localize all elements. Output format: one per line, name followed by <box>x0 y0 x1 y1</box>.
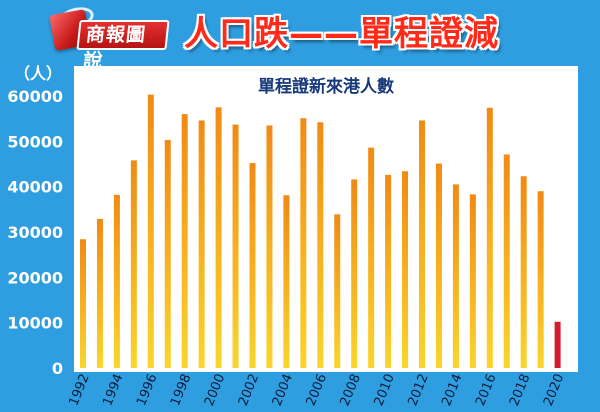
y-tick-label: 0 <box>52 359 63 378</box>
bar-2010 <box>385 174 392 368</box>
bar-2018 <box>520 176 527 368</box>
x-tick-label: 1996 <box>134 372 160 408</box>
x-tick-label: 2008 <box>338 372 364 408</box>
x-tick-label: 2000 <box>202 372 228 408</box>
bar-2008 <box>351 179 358 368</box>
bar-2013 <box>435 163 442 368</box>
bar-2003 <box>266 125 273 368</box>
bar-1997 <box>164 139 171 368</box>
y-axis-unit: （人） <box>14 64 63 83</box>
y-tick-label: 30000 <box>7 223 63 242</box>
bar-2017 <box>503 154 510 368</box>
bar-1996 <box>147 94 154 368</box>
bar-2011 <box>402 171 409 368</box>
bar-2012 <box>419 120 425 368</box>
bar-1993 <box>96 218 103 368</box>
plot-area <box>74 66 578 372</box>
x-tick-label: 2010 <box>372 372 398 408</box>
y-tick-label: 50000 <box>7 132 63 151</box>
bar-2004 <box>283 195 290 368</box>
bar-1999 <box>198 120 205 368</box>
page-title: 人口跌——單程證減 <box>184 14 499 54</box>
x-tick-label: 2006 <box>304 372 330 408</box>
bar-1994 <box>113 194 120 368</box>
x-tick-label: 2020 <box>541 372 567 408</box>
bar-2014 <box>452 184 459 368</box>
x-tick-label: 2012 <box>405 372 431 408</box>
x-tick-label: 1992 <box>66 372 92 408</box>
chart-title: 單程證新來港人數 <box>258 77 394 97</box>
bar-1992 <box>80 239 86 368</box>
y-tick-label: 10000 <box>7 314 63 333</box>
bar-2002 <box>249 163 256 368</box>
bar-2020 <box>554 321 561 368</box>
x-tick-label: 2018 <box>507 372 533 408</box>
x-tick-label: 2002 <box>236 372 262 408</box>
y-tick-label: 20000 <box>7 268 63 287</box>
bar-2009 <box>368 147 375 368</box>
header: 商報圖說 人口跌——單程證減 <box>0 0 600 72</box>
y-tick-label: 40000 <box>7 178 63 197</box>
bar-2001 <box>232 124 239 368</box>
bar-2007 <box>334 214 341 368</box>
bar-2006 <box>317 122 324 368</box>
bar-2019 <box>537 191 544 368</box>
bar-2000 <box>215 107 222 368</box>
bar-2015 <box>469 194 476 368</box>
bar-2016 <box>486 107 493 368</box>
bar-2005 <box>300 118 307 369</box>
y-tick-label: 60000 <box>7 87 63 106</box>
bar-1998 <box>181 114 188 368</box>
x-tick-label: 1998 <box>168 372 194 408</box>
x-tick-label: 2014 <box>439 372 465 408</box>
bar-1995 <box>130 160 137 368</box>
x-tick-label: 2004 <box>270 372 296 408</box>
x-tick-label: 1994 <box>100 372 126 408</box>
x-tick-label: 2016 <box>473 372 499 408</box>
